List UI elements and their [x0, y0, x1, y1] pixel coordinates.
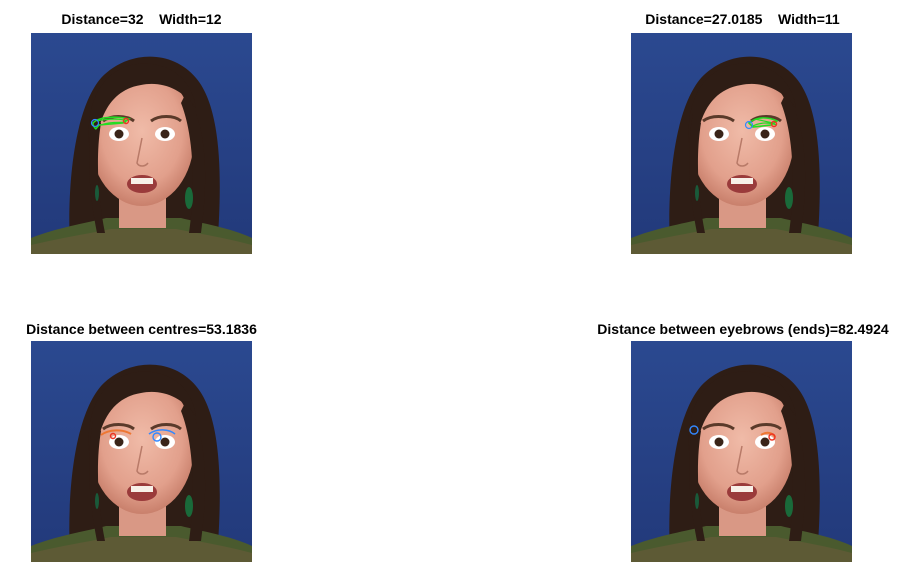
eyebrow-contour-overlay [744, 117, 779, 130]
marker-red-circle [109, 432, 117, 440]
eyebrow-contour-overlay [90, 116, 131, 130]
marker-blue-circle [744, 120, 754, 130]
marker-blue-circle [90, 118, 100, 128]
marker-red-circle [770, 120, 778, 128]
marker-red-circle [122, 117, 130, 125]
panel-title-2: Distance=27.0185 Width=11 [645, 11, 840, 27]
face-image-1 [31, 33, 252, 254]
panel-title-1: Distance=32 Width=12 [61, 11, 222, 27]
face-image-2 [631, 33, 852, 254]
panel-title-4: Distance between eyebrows (ends)=82.4924 [597, 321, 889, 337]
face-image-3 [31, 341, 252, 562]
eyebrow-end-markers-overlay [689, 425, 776, 441]
panel-title-3: Distance between centres=53.1836 [26, 321, 257, 337]
face-image-4 [631, 341, 852, 562]
marker-red-circle [768, 433, 776, 441]
marker-blue-circle [152, 432, 162, 442]
eyebrow-marker-overlay [100, 429, 176, 442]
marker-blue-circle [689, 425, 699, 435]
